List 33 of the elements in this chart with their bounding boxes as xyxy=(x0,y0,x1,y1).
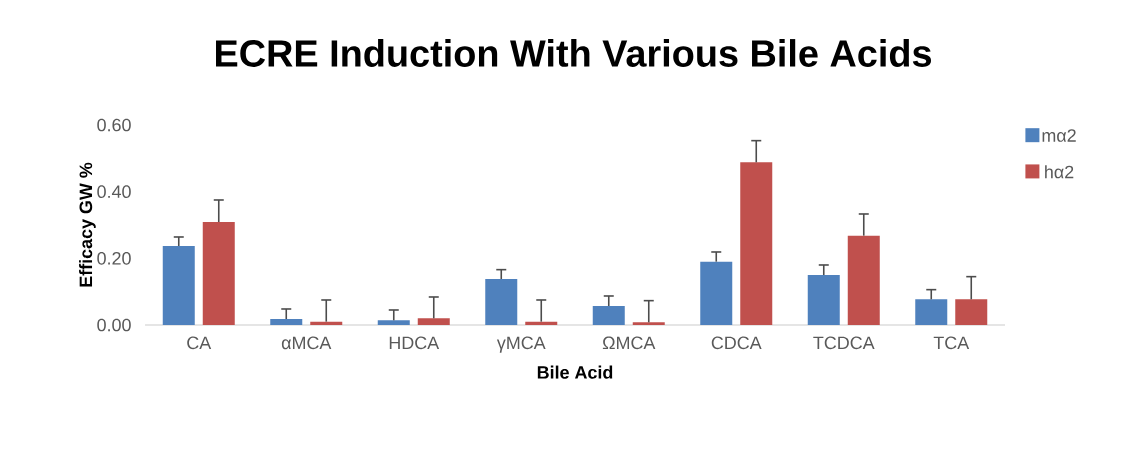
bar xyxy=(162,245,195,325)
x-tick-label: αMCA xyxy=(281,336,332,350)
bar xyxy=(807,274,840,325)
bar xyxy=(377,320,410,325)
x-tick-label: HDCA xyxy=(389,336,440,350)
x-tick-label: TCDCA xyxy=(813,336,875,350)
bar xyxy=(270,318,303,325)
bar xyxy=(525,321,558,325)
y-axis-title: Efficacy GW % xyxy=(79,162,96,287)
bar xyxy=(915,299,948,325)
bar xyxy=(955,299,988,325)
legend-label: mα2 xyxy=(1042,129,1076,142)
bar xyxy=(740,162,773,325)
legend-label: hα2 xyxy=(1045,165,1074,179)
x-tick-label: γMCA xyxy=(496,336,546,353)
y-tick-label: 0.40 xyxy=(97,185,131,198)
x-axis-title: Bile Acid xyxy=(537,365,613,379)
x-tick-label: ΩMCA xyxy=(602,336,656,350)
y-tick-label: 0.20 xyxy=(97,251,131,265)
bar xyxy=(700,261,733,325)
bar xyxy=(202,221,235,325)
bar xyxy=(592,305,625,325)
x-tick-label: CDCA xyxy=(711,336,762,350)
x-tick-label: TCA xyxy=(933,336,970,350)
bar xyxy=(310,321,343,325)
x-tick-label: CA xyxy=(187,336,212,350)
y-tick-label: 0.60 xyxy=(97,118,131,132)
bar xyxy=(485,278,518,325)
bar xyxy=(417,318,450,325)
bar xyxy=(847,235,880,325)
y-tick-label: 0.00 xyxy=(97,318,131,332)
bar xyxy=(632,322,665,325)
chart-title: ECRE Induction With Various Bile Acids xyxy=(216,39,931,67)
